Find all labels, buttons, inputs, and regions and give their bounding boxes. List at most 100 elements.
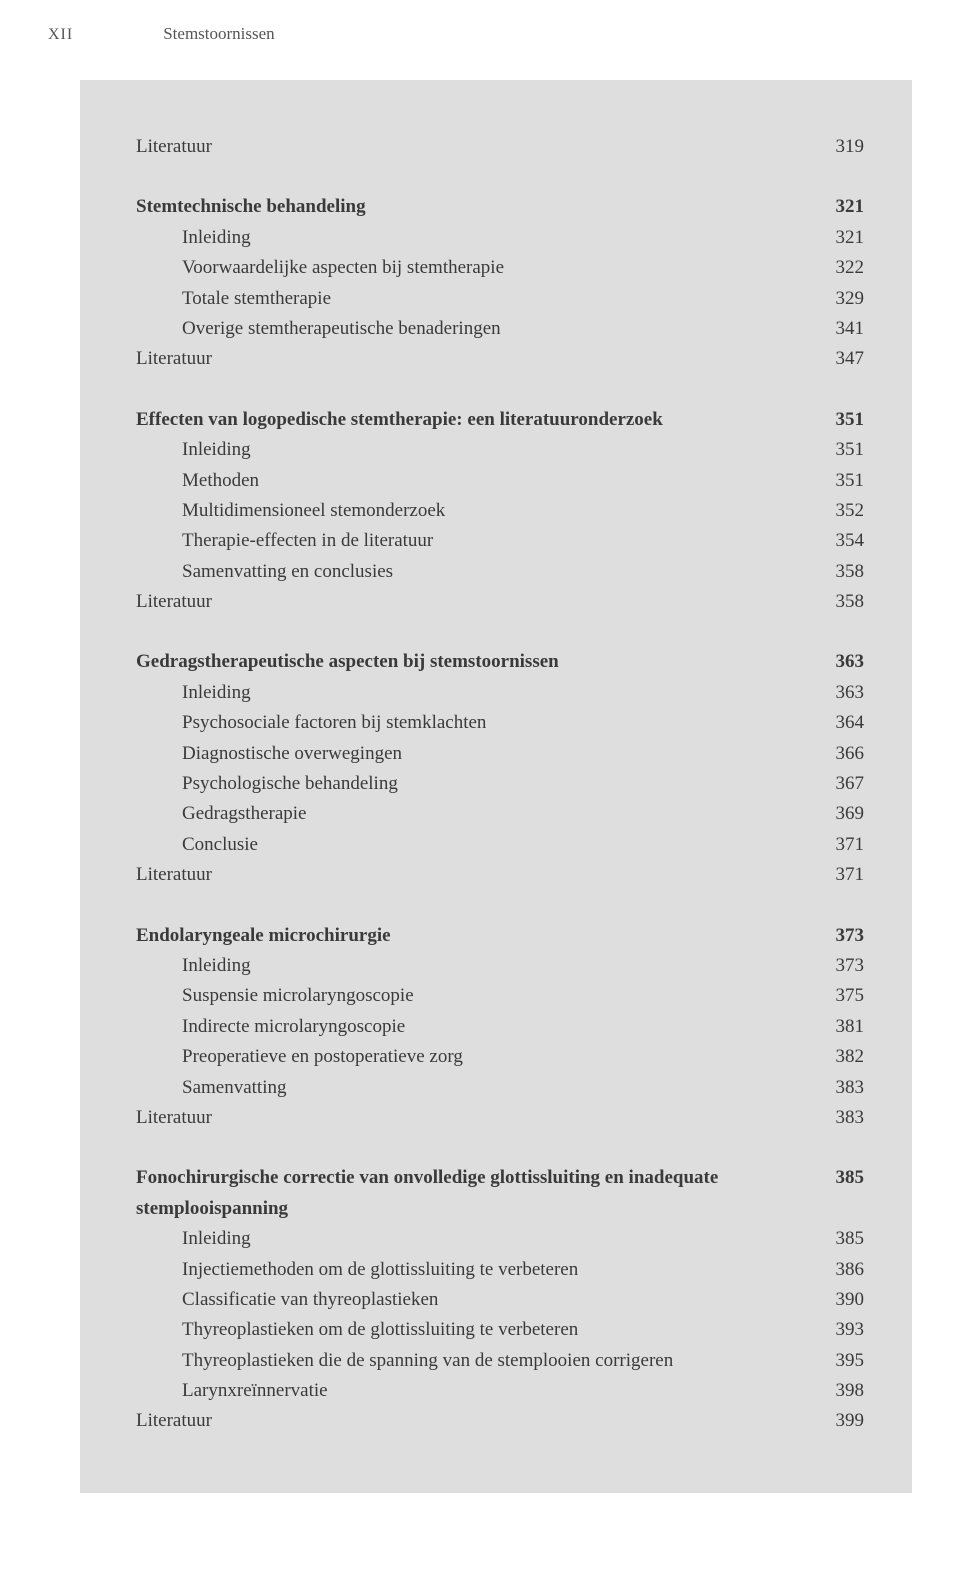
toc-page-number: 366	[820, 739, 865, 769]
toc-item-row: Inleiding 373	[136, 951, 864, 981]
toc-page-number: 385	[820, 1163, 865, 1193]
toc-label: Inleiding	[182, 1224, 820, 1254]
toc-item-row: Inleiding 321	[136, 223, 864, 253]
toc-literature-row: Literatuur 371	[136, 860, 864, 890]
toc-chapter-heading: Fonochirurgische correctie van onvolledi…	[136, 1163, 864, 1224]
toc-item-row: Thyreoplastieken om de glottissluiting t…	[136, 1315, 864, 1345]
toc-section: Literatuur 319	[136, 132, 864, 162]
toc-label: Multidimensioneel stemonderzoek	[182, 496, 820, 526]
toc-literature-row: Literatuur 347	[136, 344, 864, 374]
toc-content-box: Literatuur 319 Stemtechnische behandelin…	[80, 80, 912, 1493]
toc-item-row: Indirecte microlaryngoscopie 381	[136, 1012, 864, 1042]
toc-label: Suspensie microlaryngoscopie	[182, 981, 820, 1011]
toc-item-row: Suspensie microlaryngoscopie 375	[136, 981, 864, 1011]
page-number: XII	[48, 26, 73, 44]
toc-label: Therapie-effecten in de literatuur	[182, 526, 820, 556]
toc-page-number: 354	[820, 526, 865, 556]
toc-page-number: 329	[820, 284, 865, 314]
toc-item-row: Thyreoplastieken die de spanning van de …	[136, 1346, 864, 1376]
toc-page-number: 395	[820, 1346, 865, 1376]
toc-page-number: 363	[820, 647, 865, 677]
toc-label: Classificatie van thyreoplastieken	[182, 1285, 820, 1315]
toc-literature-row: Literatuur 383	[136, 1103, 864, 1133]
toc-section: Gedragstherapeutische aspecten bij stems…	[136, 647, 864, 890]
toc-page-number: 319	[820, 132, 865, 162]
toc-label: Injectiemethoden om de glottissluiting t…	[182, 1255, 820, 1285]
toc-label: Literatuur	[136, 1406, 820, 1436]
toc-page-number: 375	[820, 981, 865, 1011]
toc-item-row: Gedragstherapie 369	[136, 799, 864, 829]
toc-page-number: 382	[820, 1042, 865, 1072]
toc-label: Inleiding	[182, 223, 820, 253]
toc-label: Inleiding	[182, 435, 820, 465]
toc-item-row: Multidimensioneel stemonderzoek 352	[136, 496, 864, 526]
toc-label: Voorwaardelijke aspecten bij stemtherapi…	[182, 253, 820, 283]
toc-page-number: 347	[820, 344, 865, 374]
toc-page-number: 386	[820, 1255, 865, 1285]
toc-item-row: Samenvatting 383	[136, 1073, 864, 1103]
toc-chapter-heading: Gedragstherapeutische aspecten bij stems…	[136, 647, 864, 677]
toc-page-number: 393	[820, 1315, 865, 1345]
toc-page-number: 398	[820, 1376, 865, 1406]
toc-label: Psychosociale factoren bij stemklachten	[182, 708, 820, 738]
toc-label: Gedragstherapie	[182, 799, 820, 829]
toc-chapter-heading: Effecten van logopedische stemtherapie: …	[136, 405, 864, 435]
toc-item-row: Overige stemtherapeutische benaderingen …	[136, 314, 864, 344]
toc-label: Literatuur	[136, 1103, 820, 1133]
toc-label: Effecten van logopedische stemtherapie: …	[136, 405, 820, 435]
toc-item-row: Inleiding 363	[136, 678, 864, 708]
toc-label: Methoden	[182, 466, 820, 496]
toc-page-number: 383	[820, 1103, 865, 1133]
toc-label: Inleiding	[182, 678, 820, 708]
toc-literature-row: Literatuur 319	[136, 132, 864, 162]
toc-page-number: 390	[820, 1285, 865, 1315]
toc-page-number: 383	[820, 1073, 865, 1103]
toc-label: Diagnostische overwegingen	[182, 739, 820, 769]
toc-page-number: 373	[820, 921, 865, 951]
toc-item-row: Larynxreïnnervatie 398	[136, 1376, 864, 1406]
toc-label: Psychologische behandeling	[182, 769, 820, 799]
toc-literature-row: Literatuur 358	[136, 587, 864, 617]
toc-page-number: 371	[820, 860, 865, 890]
toc-page-number: 367	[820, 769, 865, 799]
toc-page-number: 385	[820, 1224, 865, 1254]
toc-section: Stemtechnische behandeling 321 Inleiding…	[136, 192, 864, 374]
toc-page-number: 321	[820, 192, 865, 222]
toc-page-number: 351	[820, 435, 865, 465]
toc-page-number: 358	[820, 587, 865, 617]
page: XII Stemstoornissen Literatuur 319 Stemt…	[0, 0, 960, 1493]
book-title: Stemstoornissen	[163, 24, 274, 44]
toc-item-row: Samenvatting en conclusies 358	[136, 557, 864, 587]
toc-item-row: Methoden 351	[136, 466, 864, 496]
toc-item-row: Inleiding 385	[136, 1224, 864, 1254]
toc-label: Endolaryngeale microchirurgie	[136, 921, 820, 951]
toc-item-row: Injectiemethoden om de glottissluiting t…	[136, 1255, 864, 1285]
toc-page-number: 364	[820, 708, 865, 738]
toc-page-number: 371	[820, 830, 865, 860]
toc-page-number: 352	[820, 496, 865, 526]
toc-label: Samenvatting	[182, 1073, 820, 1103]
toc-item-row: Classificatie van thyreoplastieken 390	[136, 1285, 864, 1315]
toc-label: Stemtechnische behandeling	[136, 192, 820, 222]
toc-label: Preoperatieve en postoperatieve zorg	[182, 1042, 820, 1072]
toc-page-number: 399	[820, 1406, 865, 1436]
toc-label: Conclusie	[182, 830, 820, 860]
toc-section: Effecten van logopedische stemtherapie: …	[136, 405, 864, 618]
toc-item-row: Preoperatieve en postoperatieve zorg 382	[136, 1042, 864, 1072]
toc-section: Endolaryngeale microchirurgie 373 Inleid…	[136, 921, 864, 1134]
toc-item-row: Psychosociale factoren bij stemklachten …	[136, 708, 864, 738]
toc-page-number: 322	[820, 253, 865, 283]
toc-page-number: 373	[820, 951, 865, 981]
toc-page-number: 321	[820, 223, 865, 253]
toc-item-row: Inleiding 351	[136, 435, 864, 465]
toc-page-number: 341	[820, 314, 865, 344]
toc-item-row: Psychologische behandeling 367	[136, 769, 864, 799]
toc-page-number: 363	[820, 678, 865, 708]
toc-page-number: 351	[820, 466, 865, 496]
toc-page-number: 369	[820, 799, 865, 829]
toc-page-number: 351	[820, 405, 865, 435]
toc-label: Overige stemtherapeutische benaderingen	[182, 314, 820, 344]
toc-label: Samenvatting en conclusies	[182, 557, 820, 587]
toc-item-row: Voorwaardelijke aspecten bij stemtherapi…	[136, 253, 864, 283]
toc-label: Fonochirurgische correctie van onvolledi…	[136, 1163, 820, 1224]
